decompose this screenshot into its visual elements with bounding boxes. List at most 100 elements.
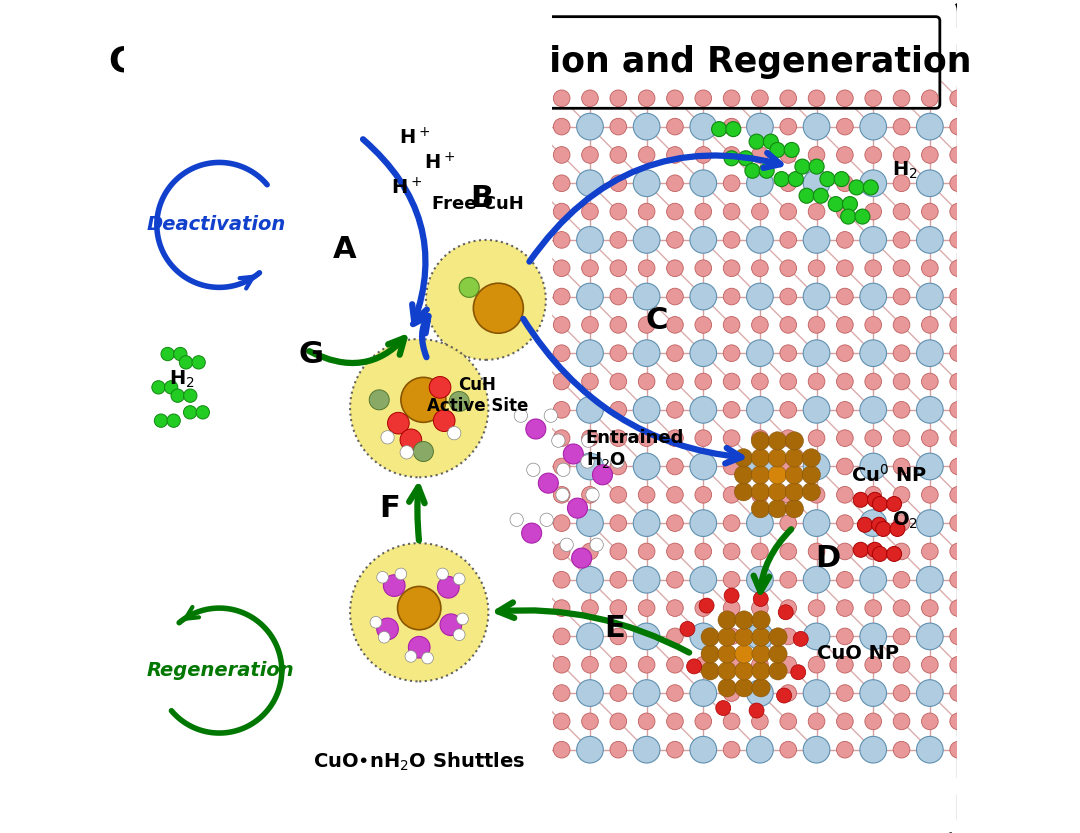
Circle shape: [690, 113, 717, 140]
Circle shape: [327, 741, 343, 758]
Circle shape: [893, 685, 909, 701]
Circle shape: [610, 147, 626, 163]
Circle shape: [561, 538, 573, 551]
Circle shape: [383, 402, 400, 418]
Circle shape: [577, 623, 604, 650]
Circle shape: [694, 373, 712, 390]
Circle shape: [327, 118, 343, 135]
Circle shape: [610, 402, 626, 418]
Circle shape: [837, 713, 853, 730]
Circle shape: [780, 713, 797, 730]
Circle shape: [327, 90, 343, 107]
FancyBboxPatch shape: [0, 0, 553, 833]
Circle shape: [582, 147, 598, 163]
Circle shape: [804, 170, 829, 197]
Circle shape: [525, 373, 542, 390]
Circle shape: [327, 317, 343, 333]
Circle shape: [519, 453, 546, 480]
Circle shape: [590, 538, 604, 551]
Circle shape: [802, 466, 821, 484]
Circle shape: [893, 628, 909, 645]
Circle shape: [666, 543, 684, 560]
Circle shape: [383, 288, 400, 305]
Circle shape: [459, 277, 480, 297]
Circle shape: [893, 543, 909, 560]
Circle shape: [469, 90, 485, 107]
Circle shape: [449, 392, 469, 412]
Circle shape: [752, 600, 768, 616]
Circle shape: [726, 122, 741, 137]
Circle shape: [192, 356, 205, 369]
Circle shape: [638, 260, 654, 277]
Circle shape: [638, 486, 654, 503]
Circle shape: [666, 317, 684, 333]
Circle shape: [440, 118, 457, 135]
Circle shape: [383, 175, 400, 192]
Circle shape: [327, 543, 343, 560]
Circle shape: [949, 288, 967, 305]
Circle shape: [724, 713, 740, 730]
Circle shape: [571, 548, 592, 568]
Circle shape: [463, 397, 490, 423]
Circle shape: [724, 458, 740, 475]
Circle shape: [497, 345, 513, 362]
Circle shape: [440, 90, 457, 107]
Circle shape: [350, 339, 488, 477]
Circle shape: [440, 741, 457, 758]
Circle shape: [780, 288, 797, 305]
Text: Cu/deAlBeta Deactivation and Regeneration: Cu/deAlBeta Deactivation and Regeneratio…: [109, 46, 971, 79]
Circle shape: [519, 736, 546, 763]
Circle shape: [774, 172, 789, 187]
Circle shape: [780, 232, 797, 248]
Circle shape: [497, 147, 513, 163]
Circle shape: [407, 170, 433, 197]
Circle shape: [724, 486, 740, 503]
Circle shape: [497, 175, 513, 192]
Text: A: A: [333, 236, 356, 264]
Circle shape: [780, 515, 797, 531]
Circle shape: [804, 623, 829, 650]
Circle shape: [752, 500, 770, 518]
Circle shape: [383, 430, 400, 446]
Circle shape: [400, 429, 421, 451]
Circle shape: [350, 680, 377, 706]
Circle shape: [440, 203, 457, 220]
Circle shape: [421, 652, 433, 664]
Circle shape: [610, 515, 626, 531]
Circle shape: [457, 613, 469, 625]
Circle shape: [463, 170, 490, 197]
Circle shape: [666, 203, 684, 220]
Circle shape: [327, 175, 343, 192]
Circle shape: [855, 209, 870, 224]
Circle shape: [666, 90, 684, 107]
Circle shape: [690, 170, 717, 197]
Circle shape: [804, 453, 829, 480]
Circle shape: [610, 600, 626, 616]
Circle shape: [473, 283, 524, 333]
Circle shape: [949, 458, 967, 475]
Circle shape: [666, 402, 684, 418]
Circle shape: [408, 636, 430, 658]
Circle shape: [716, 701, 731, 716]
Circle shape: [780, 685, 797, 701]
Circle shape: [377, 571, 389, 583]
Circle shape: [440, 288, 457, 305]
Circle shape: [355, 317, 372, 333]
Circle shape: [553, 260, 570, 277]
Circle shape: [680, 621, 694, 636]
Circle shape: [454, 629, 465, 641]
Circle shape: [921, 260, 939, 277]
Circle shape: [447, 426, 461, 440]
Circle shape: [383, 90, 400, 107]
Circle shape: [724, 90, 740, 107]
Circle shape: [497, 685, 513, 701]
Circle shape: [837, 402, 853, 418]
Circle shape: [525, 600, 542, 616]
Circle shape: [383, 486, 400, 503]
Circle shape: [577, 736, 604, 763]
Circle shape: [666, 458, 684, 475]
Circle shape: [154, 414, 167, 427]
Text: E: E: [605, 615, 625, 643]
Circle shape: [440, 486, 457, 503]
Circle shape: [780, 571, 797, 588]
